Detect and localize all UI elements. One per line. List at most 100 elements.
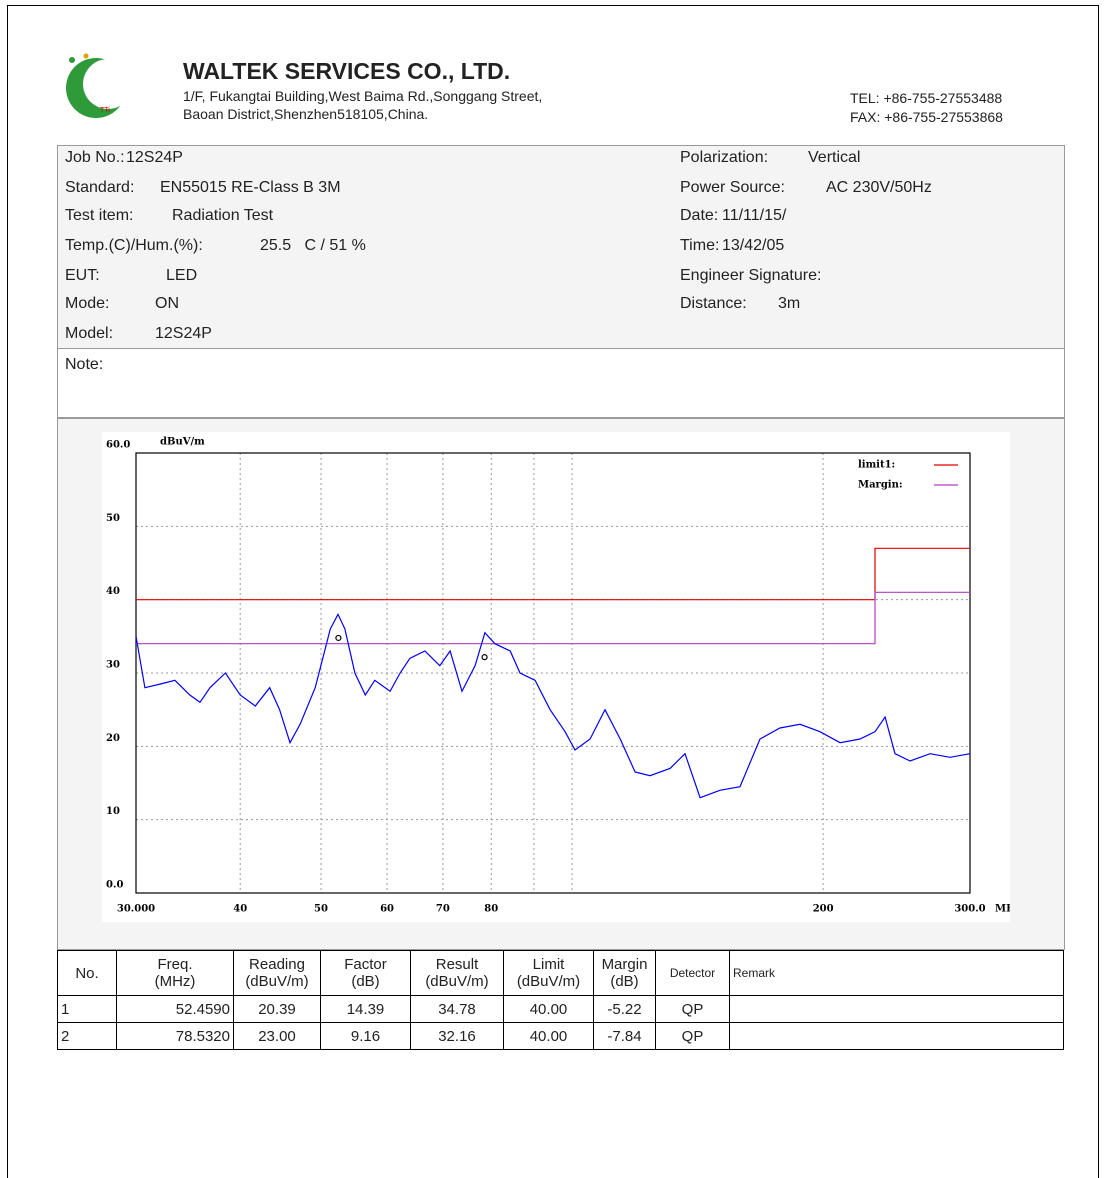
- column-header: Reading (dBuV/m): [233, 950, 321, 996]
- column-header: Limit (dBuV/m): [503, 950, 594, 996]
- info-value: 3m: [778, 295, 801, 312]
- address: Baoan District,Shenzhen518105,China.: [183, 106, 429, 122]
- table-cell: 52.4590: [116, 995, 234, 1023]
- info-label: Power Source:: [680, 179, 785, 196]
- plot-frame: [135, 452, 971, 894]
- peak-marker: [335, 634, 342, 642]
- info-label: Standard:: [65, 179, 135, 196]
- y-tick-label: 60.0: [106, 440, 130, 451]
- table-cell: 34.78: [410, 995, 504, 1023]
- info-label: Job No.:: [65, 149, 125, 166]
- info-value: 12S24P: [126, 149, 183, 166]
- page-border: [7, 5, 1099, 1178]
- chart: dBuV/m MHz 0.0 10 20 30 40 50 60.0 30.000 40 50 60…: [102, 432, 1010, 922]
- info-label: Date:: [680, 207, 719, 224]
- table-cell: 9.16: [320, 1022, 411, 1050]
- company-name: WALTEK SERVICES CO., LTD.: [183, 58, 511, 84]
- column-header: Detector: [655, 950, 730, 996]
- x-tick-label: 50: [314, 904, 328, 915]
- table-cell: 23.00: [233, 1022, 321, 1050]
- table-cell: 2: [57, 1022, 117, 1050]
- address: 1/F, Fukangtai Building,West Baima Rd.,S…: [183, 88, 543, 104]
- info-label: Mode:: [65, 295, 110, 312]
- info-label: Distance:: [680, 295, 747, 312]
- info-value: 11/11/15/: [722, 207, 787, 224]
- header-text: Result: [435, 956, 479, 973]
- table-cell: 32.16: [410, 1022, 504, 1050]
- tel: TEL: +86-755-27553488: [850, 90, 1003, 106]
- table-cell: -5.22: [593, 995, 656, 1023]
- header-text: No.: [75, 964, 99, 982]
- note-box: [57, 347, 1065, 418]
- series-line: [135, 612, 971, 799]
- header-text: Freq.: [157, 956, 193, 973]
- table-cell: [729, 1022, 1064, 1050]
- fax: FAX: +86-755-27553868: [850, 109, 1003, 125]
- y-tick-label: 30: [106, 660, 120, 671]
- table-row: 1 52.4590 20.39 14.39 34.78 40.00 -5.22 QP: [57, 995, 1064, 1023]
- x-tick-label: 60: [380, 904, 394, 915]
- header-text: (dB): [351, 973, 380, 990]
- info-label: EUT:: [65, 267, 100, 284]
- column-header: Remark: [729, 950, 1064, 996]
- y-tick-label: 0.0: [106, 880, 123, 891]
- header-text: (dBuV/m): [425, 973, 489, 990]
- header-row: No. Freq. (MHz) Reading (dBuV/m) Factor (dB) Re…: [57, 950, 1064, 996]
- info-label: Model:: [65, 325, 114, 342]
- table-row: 2 78.5320 23.00 9.16 32.16 40.00 -7.84 QP: [57, 1022, 1064, 1050]
- header-text: (dBuV/m): [516, 973, 581, 990]
- header-text: (dBuV/m): [245, 973, 309, 990]
- header-text: Factor: [344, 956, 387, 973]
- info-value: AC 230V/50Hz: [826, 179, 932, 196]
- x-tick-label: 30.000: [117, 904, 155, 915]
- info-value: EN55015 RE-Class B 3M: [160, 179, 341, 196]
- info-label: Engineer Signature:: [680, 267, 822, 284]
- table-cell: 40.00: [503, 1022, 594, 1050]
- header-text: Reading: [249, 956, 305, 973]
- y-axis-label: dBuV/m: [160, 437, 205, 448]
- info-label: Test item:: [65, 207, 134, 224]
- info-value: LED: [166, 267, 198, 284]
- series-line: [136, 547, 970, 601]
- column-header: Freq. (MHz): [116, 950, 234, 996]
- column-header: Factor (dB): [320, 950, 411, 996]
- x-tick-label: 300.0: [954, 904, 985, 915]
- x-tick-label: 40: [233, 904, 247, 915]
- peak-marker: [481, 654, 488, 661]
- table-cell: -7.84: [593, 1022, 656, 1050]
- legend-label: Margin:: [858, 480, 903, 491]
- x-tick-label: 200: [813, 904, 834, 915]
- info-value: 12S24P: [155, 325, 212, 342]
- header-text: (MHz): [154, 973, 196, 990]
- x-tick-label: 80: [484, 904, 498, 915]
- svg-text:TTi: TTi: [100, 107, 110, 114]
- note-label: Note:: [65, 356, 104, 373]
- table-cell: 1: [57, 995, 117, 1023]
- info-value: 25.5 C / 51 %: [260, 237, 366, 254]
- info-value: Vertical: [808, 149, 861, 166]
- table-cell: 14.39: [320, 995, 411, 1023]
- table-cell: 40.00: [503, 995, 594, 1023]
- header-text: Remark: [733, 965, 776, 980]
- y-tick-label: 20: [106, 733, 120, 744]
- series-line: [136, 591, 970, 645]
- y-tick-label: 10: [106, 806, 120, 817]
- column-header: No.: [57, 950, 117, 996]
- logo: TTi: [66, 53, 133, 118]
- table-cell: QP: [655, 1022, 730, 1050]
- info-value: ON: [155, 295, 179, 312]
- header-text: Limit: [532, 956, 565, 973]
- info-box: [57, 145, 1065, 349]
- table-cell: [729, 995, 1064, 1023]
- column-header: Result (dBuV/m): [410, 950, 504, 996]
- x-axis-label: MHz: [995, 904, 1010, 915]
- y-tick-label: 40: [106, 586, 120, 597]
- table-cell: 20.39: [233, 995, 321, 1023]
- column-header: Margin (dB): [593, 950, 656, 996]
- header-text: Detector: [669, 965, 716, 980]
- info-label: Temp.(C)/Hum.(%):: [65, 237, 203, 254]
- y-tick-label: 50: [106, 513, 120, 524]
- x-tick-label: 70: [436, 904, 450, 915]
- header-text: Margin: [601, 956, 648, 973]
